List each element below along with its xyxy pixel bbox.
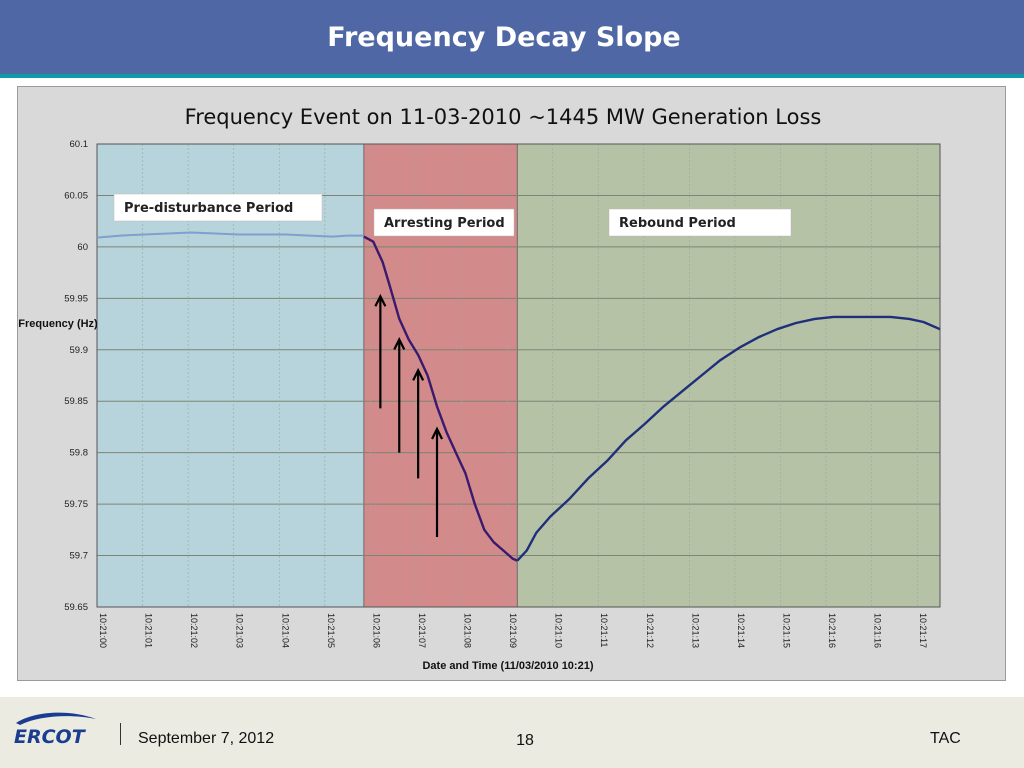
y-tick-label: 60.1 <box>70 139 89 150</box>
y-tick-label: 59.95 <box>64 293 88 304</box>
y-tick-label: 59.65 <box>64 602 88 613</box>
x-tick-label: 10:21:06 <box>371 613 381 648</box>
y-tick-label: 59.9 <box>70 345 89 356</box>
x-tick-label: 10:21:04 <box>280 613 290 648</box>
decay-arrow-head <box>431 426 444 440</box>
x-tick-label: 10:21:16 <box>873 613 883 648</box>
y-axis-ticks: 60.1 60.05 60 59.95 59.9 59.85 59.8 59.75 59.7 59… <box>64 139 88 613</box>
y-tick-label: 60.05 <box>64 190 88 201</box>
x-axis-label: Date and Time (11/03/2010 10:21) <box>422 660 593 672</box>
x-tick-label: 10:21:17 <box>918 613 928 648</box>
x-tick-label: 10:21:14 <box>736 613 746 648</box>
x-tick-label: 10:21:07 <box>417 613 427 648</box>
region-label-box <box>373 208 515 237</box>
x-tick-label: 10:21:15 <box>782 613 792 648</box>
x-tick-label: 10:21:00 <box>98 613 108 648</box>
x-tick-label: 10:21:11 <box>599 613 609 647</box>
y-tick-label: 59.75 <box>64 499 88 510</box>
region-label-box <box>608 208 792 237</box>
chart-title: Frequency Event on 11-03-2010 ~1445 MW G… <box>185 105 822 129</box>
page-number: 18 <box>516 732 534 749</box>
period-labels: Pre-disturbance Period Arresting Period Re… <box>113 193 792 237</box>
series-rebound <box>516 315 941 562</box>
x-tick-label: 10:21:12 <box>645 613 655 648</box>
y-tick-label: 60 <box>77 242 88 253</box>
region-label: Rebound Period <box>619 216 736 231</box>
ercot-logo: ERCOT <box>10 709 102 749</box>
x-tick-label: 10:21:02 <box>189 613 199 648</box>
decay-arrow-head <box>412 367 425 381</box>
slide-footer: ERCOT September 7, 2012 18 TAC <box>0 697 1024 768</box>
logo-text: ERCOT <box>14 726 87 748</box>
decay-arrow-head <box>393 337 406 350</box>
region-label: Pre-disturbance Period <box>124 201 293 216</box>
series-lines <box>96 231 941 562</box>
decay-arrows <box>374 293 444 538</box>
slide-header: Frequency Decay Slope <box>0 0 1024 78</box>
footer-date: September 7, 2012 <box>138 730 275 747</box>
frequency-chart: Pre-disturbance Period Arresting Period Re… <box>18 105 941 672</box>
x-tick-label: 10:21:09 <box>508 613 518 648</box>
slide-title: Frequency Decay Slope <box>327 22 681 53</box>
x-tick-label: 10:21:16 <box>827 613 837 648</box>
footer-divider <box>120 723 121 745</box>
decay-arrow-head <box>374 293 387 307</box>
x-tick-label: 10:21:13 <box>690 613 700 648</box>
chart-frame: Pre-disturbance Period Arresting Period Re… <box>17 86 1006 681</box>
y-tick-label: 59.7 <box>70 551 89 562</box>
plot-border <box>96 143 941 608</box>
x-tick-label: 10:21:10 <box>554 613 564 648</box>
x-tick-label: 10:21:08 <box>463 613 473 648</box>
y-tick-label: 59.85 <box>64 396 88 407</box>
x-tick-label: 10:21:01 <box>144 613 154 648</box>
y-tick-label: 59.8 <box>70 448 89 459</box>
region-label-box <box>113 193 323 222</box>
series-arresting <box>363 235 518 562</box>
x-tick-label: 10:21:03 <box>235 613 245 648</box>
x-axis-ticks: 10:21:00 10:21:01 10:21:02 10:21:03 10:21:04… <box>98 613 928 648</box>
x-tick-label: 10:21:05 <box>326 613 336 648</box>
footer-org: TAC <box>930 730 961 747</box>
y-axis-label: Frequency (Hz) <box>18 318 98 330</box>
region-label: Arresting Period <box>384 216 505 231</box>
series-pre-disturbance <box>96 231 364 239</box>
